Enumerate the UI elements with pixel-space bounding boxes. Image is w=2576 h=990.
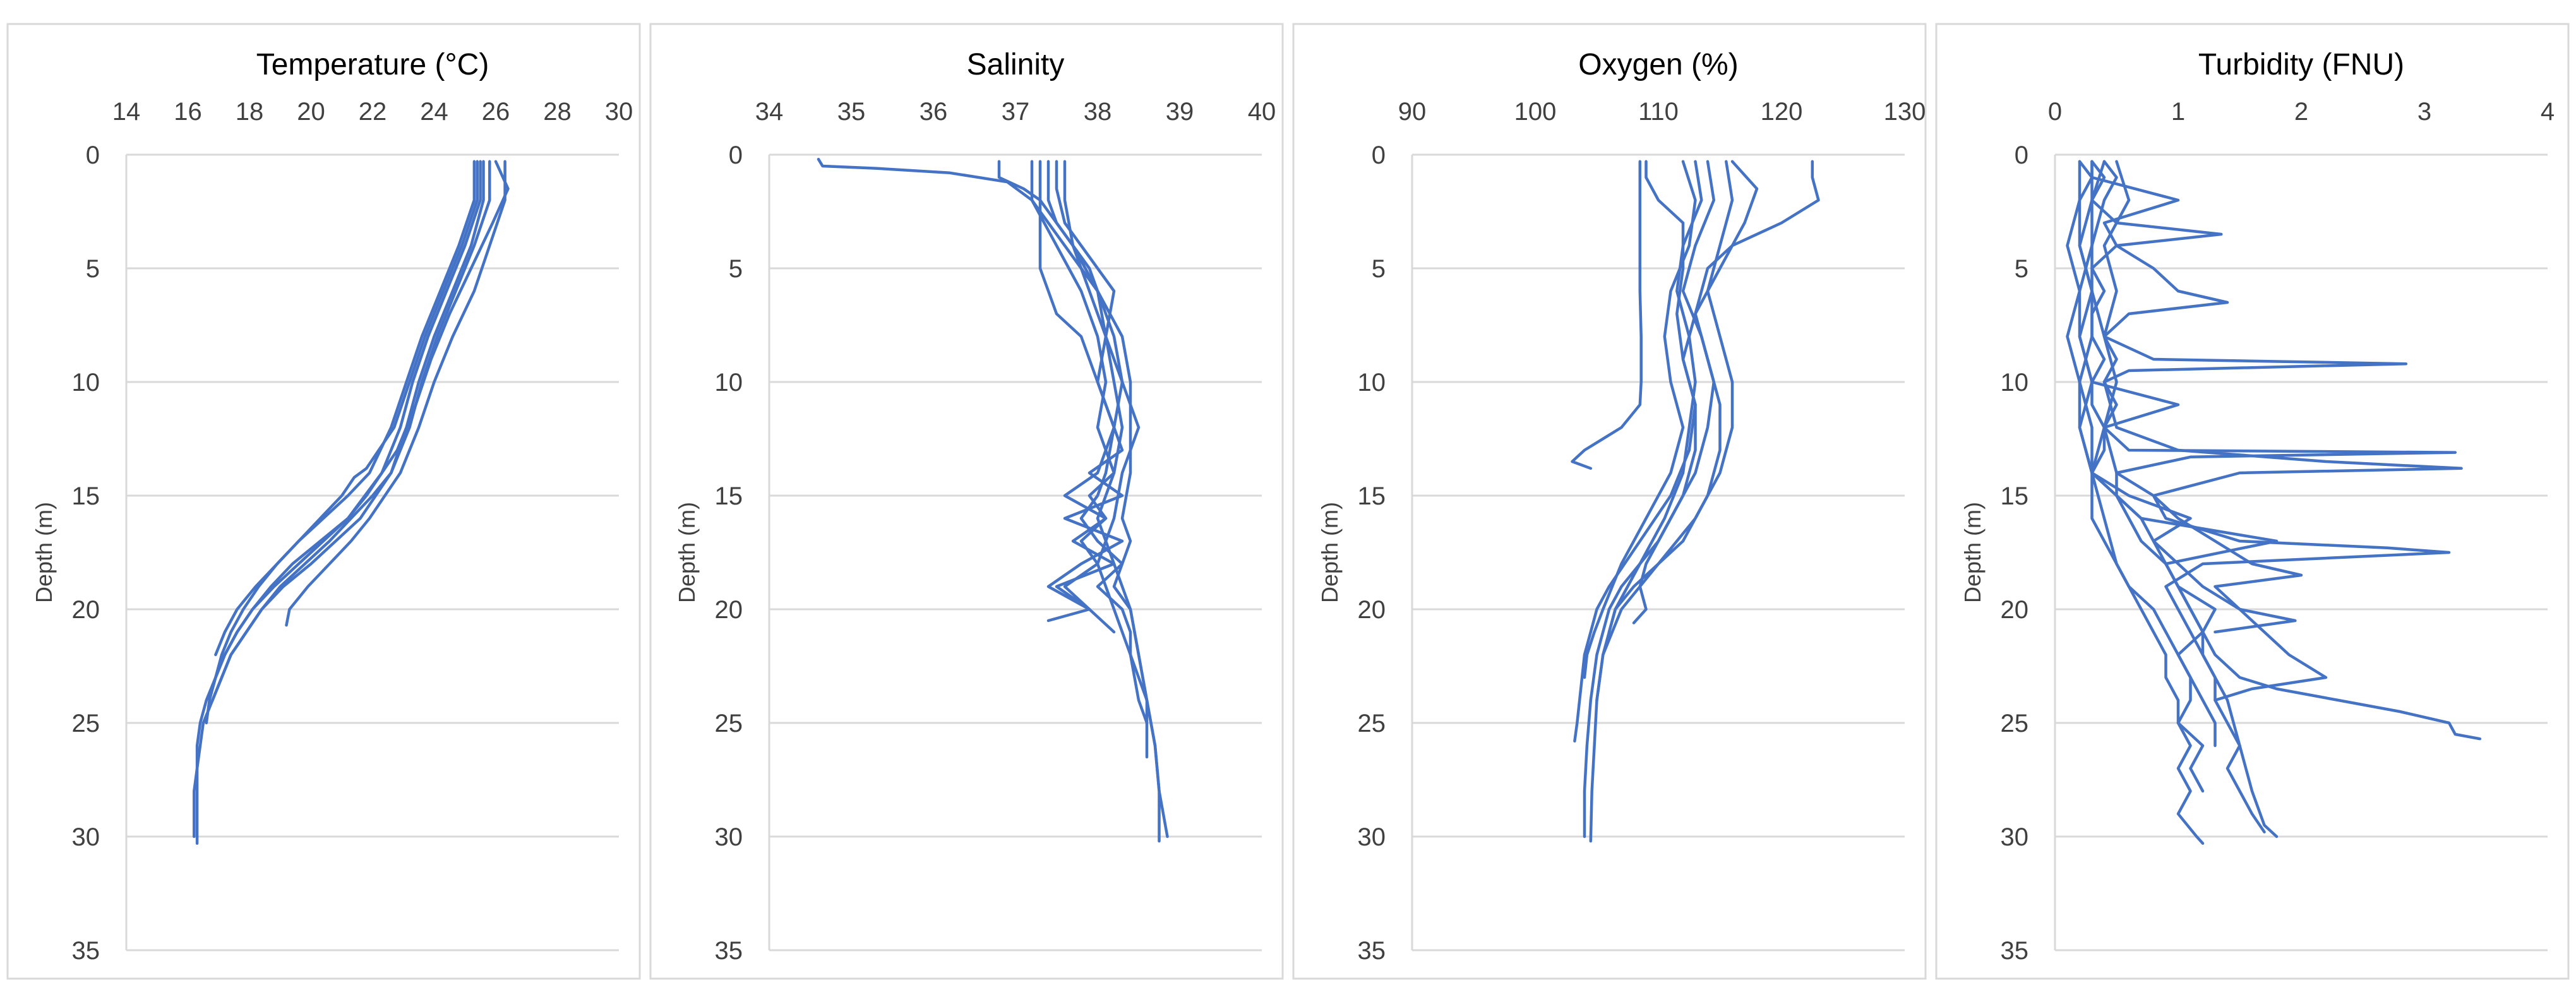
panel-salinity: 0 5 10 15 20 25 30 35 34 35 36 37 38 39 40 Salinity Dept… <box>649 23 1284 980</box>
x-tick-label: 4 <box>2541 98 2555 126</box>
x-tick-label: 90 <box>1398 98 1427 126</box>
turbidity-fnu-title: Turbidity (FNU) <box>2198 48 2404 81</box>
salinity-title: Salinity <box>967 48 1065 81</box>
y-tick-label: 0 <box>86 141 100 169</box>
y-tick-label: 35 <box>1358 937 1386 965</box>
y-axis-label: Depth (m) <box>31 502 57 603</box>
y-tick-label: 25 <box>2001 710 2029 737</box>
oxygen-series-2 <box>1583 160 1697 838</box>
x-tick-label: 30 <box>605 98 633 126</box>
salinity-series-5 <box>1055 160 1149 759</box>
panel-border <box>1292 23 1927 980</box>
y-tick-label: 5 <box>729 255 743 283</box>
x-tick-label: 18 <box>236 98 264 126</box>
y-tick-label: 30 <box>2001 823 2029 851</box>
y-tick-label: 35 <box>715 937 743 965</box>
x-tick-label: 120 <box>1761 98 1803 126</box>
panel-border <box>649 23 1284 980</box>
y-tick-label: 30 <box>715 823 743 851</box>
y-tick-label: 25 <box>715 710 743 737</box>
y-tick-label: 20 <box>715 596 743 624</box>
x-tick-label: 110 <box>1638 98 1679 126</box>
y-tick-label: 5 <box>1372 255 1386 283</box>
x-tick-label: 130 <box>1884 98 1926 126</box>
x-tick-label: 22 <box>359 98 387 126</box>
panel-oxygen: 0 5 10 15 20 25 30 35 90 100 110 120 130 Oxygen (%) De… <box>1292 23 1927 980</box>
salinity-series-7 <box>1030 160 1116 611</box>
y-tick-label: 10 <box>2001 369 2029 397</box>
panel-temperature: 0 5 10 15 20 25 30 35 14 16 18 20 22 24 26 28 30 Temperat… <box>6 23 641 980</box>
y-tick-label: 10 <box>715 369 743 397</box>
y-axis-label: Depth (m) <box>1317 502 1343 603</box>
y-tick-label: 35 <box>2001 937 2029 965</box>
panel-border <box>1935 23 2570 980</box>
turbidity-fnu-series-7 <box>2066 160 2205 793</box>
y-tick-label: 35 <box>72 937 100 965</box>
x-tick-label: 16 <box>174 98 202 126</box>
y-tick-label: 30 <box>1358 823 1386 851</box>
y-tick-label: 0 <box>2015 141 2028 169</box>
y-tick-label: 10 <box>1358 369 1386 397</box>
y-tick-label: 15 <box>715 482 743 510</box>
x-tick-label: 100 <box>1514 98 1557 126</box>
x-tick-label: 40 <box>1248 98 1276 126</box>
oxygen-series-6 <box>1583 160 1697 679</box>
panel-turbidity: 0 5 10 15 20 25 30 35 0 1 2 3 4 Turbidity (FNU) Depth … <box>1935 23 2570 980</box>
x-tick-label: 20 <box>297 98 325 126</box>
panel-border <box>6 23 641 980</box>
temperature-c-series-1 <box>193 160 482 838</box>
x-tick-label: 38 <box>1084 98 1112 126</box>
x-tick-label: 35 <box>837 98 866 126</box>
y-tick-label: 0 <box>1372 141 1386 169</box>
x-tick-label: 26 <box>482 98 510 126</box>
temperature-c-series-7 <box>211 160 491 702</box>
temperature-c-series-5 <box>205 160 510 725</box>
temperature-c-series-4 <box>285 160 506 627</box>
y-tick-label: 25 <box>72 710 100 737</box>
oxygen-title: Oxygen (%) <box>1578 48 1738 81</box>
x-tick-label: 1 <box>2171 98 2185 126</box>
y-tick-label: 5 <box>2015 255 2028 283</box>
oxygen-series-3 <box>1571 160 1643 470</box>
x-tick-label: 39 <box>1166 98 1194 126</box>
temperature-c-series-6 <box>214 160 476 657</box>
y-tick-label: 30 <box>72 823 100 851</box>
y-tick-label: 15 <box>2001 482 2029 510</box>
salinity-series-6 <box>1046 160 1149 725</box>
x-tick-label: 0 <box>2048 98 2062 126</box>
y-tick-label: 5 <box>86 255 100 283</box>
y-tick-label: 20 <box>2001 596 2029 624</box>
y-tick-label: 20 <box>72 596 100 624</box>
x-tick-label: 24 <box>420 98 448 126</box>
y-tick-label: 10 <box>72 369 100 397</box>
x-tick-label: 14 <box>112 98 141 126</box>
y-tick-label: 15 <box>1358 482 1386 510</box>
oxygen-series-4 <box>1573 160 1759 743</box>
x-tick-label: 2 <box>2294 98 2308 126</box>
x-tick-label: 34 <box>755 98 784 126</box>
x-tick-label: 28 <box>543 98 572 126</box>
y-tick-label: 0 <box>729 141 743 169</box>
y-tick-label: 15 <box>72 482 100 510</box>
y-axis-label: Depth (m) <box>674 502 700 603</box>
x-tick-label: 36 <box>920 98 948 126</box>
y-tick-label: 20 <box>1358 596 1386 624</box>
y-axis-label: Depth (m) <box>1960 502 1986 603</box>
x-tick-label: 3 <box>2417 98 2431 126</box>
oxygen-series-7 <box>1595 160 1734 702</box>
x-tick-label: 37 <box>1002 98 1030 126</box>
temperature-c-title: Temperature (°C) <box>256 48 489 81</box>
oxygen-series-8 <box>1607 160 1703 634</box>
temperature-c-series-2 <box>195 160 485 845</box>
turbidity-fnu-series-8 <box>2102 160 2328 702</box>
y-tick-label: 25 <box>1358 710 1386 737</box>
turbidity-fnu-series-3 <box>2090 160 2457 634</box>
temperature-c-series-3 <box>214 160 479 679</box>
